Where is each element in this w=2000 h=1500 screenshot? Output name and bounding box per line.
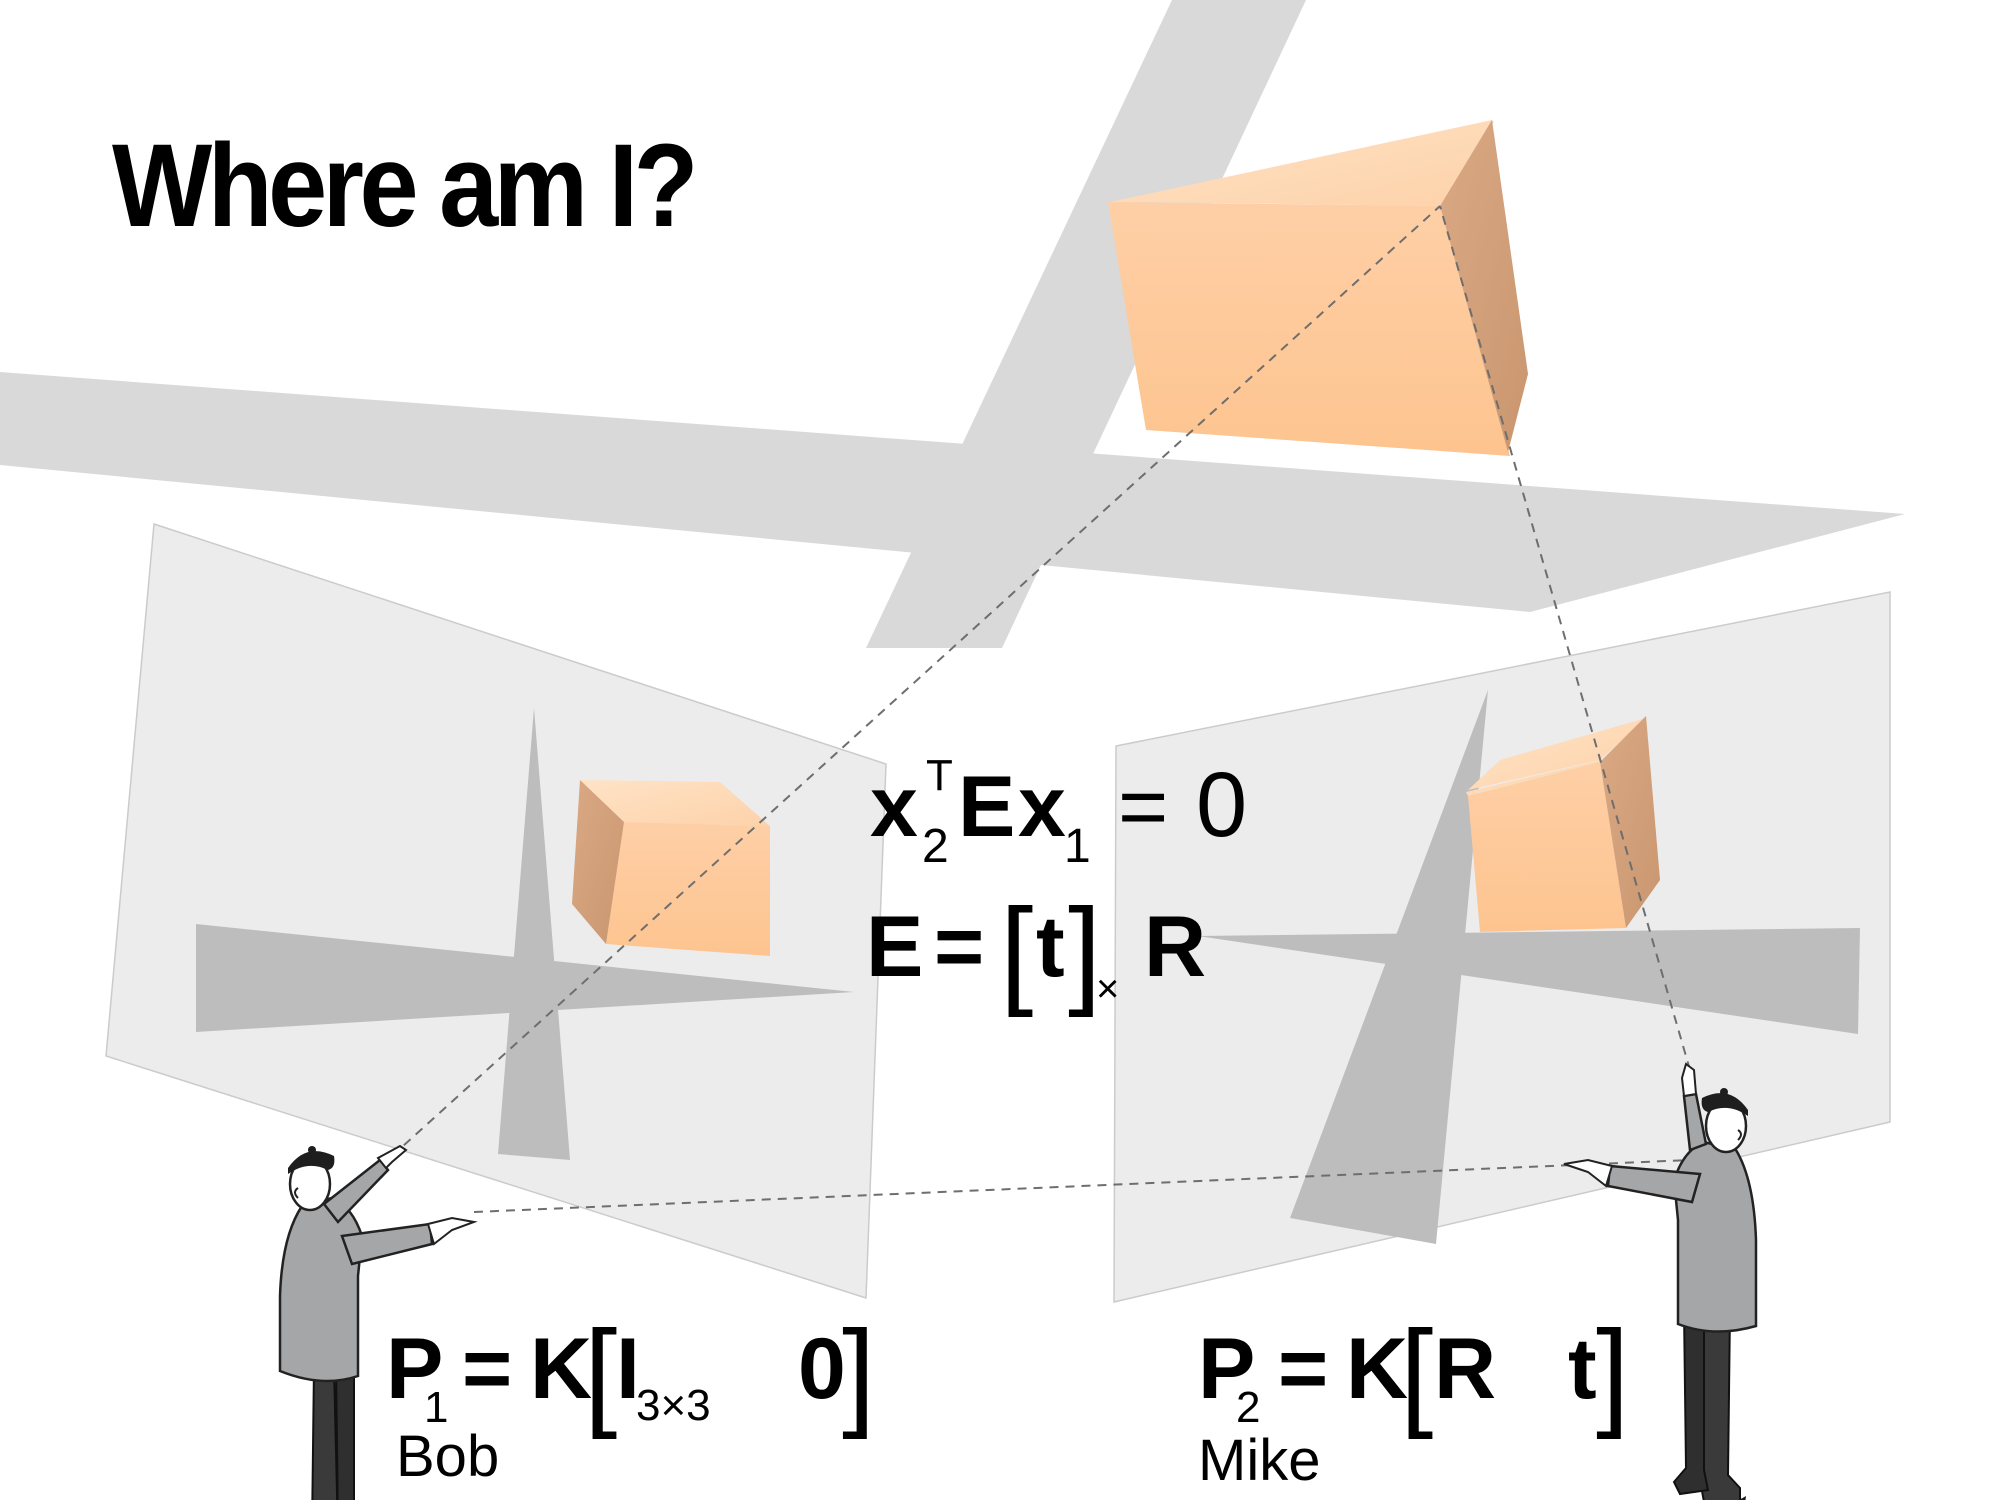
svg-text:P: P (386, 1321, 443, 1417)
svg-text:R: R (1144, 899, 1206, 995)
svg-text:]: ] (1068, 884, 1101, 1018)
road-diagonal-fill (866, 0, 1306, 648)
box-image-bob (572, 780, 770, 956)
box-image-mike (1466, 716, 1660, 932)
svg-text:=: = (1118, 759, 1168, 855)
svg-text:]: ] (1596, 1306, 1629, 1440)
svg-text:=: = (934, 899, 984, 995)
box-3d-main (1108, 120, 1528, 456)
person-mike (1563, 1062, 1758, 1500)
svg-text:t: t (1568, 1321, 1597, 1417)
svg-text:1: 1 (1064, 820, 1091, 873)
label-bob: Bob (396, 1424, 499, 1489)
svg-text:[: [ (1000, 884, 1033, 1018)
svg-text:3×3: 3×3 (636, 1381, 711, 1430)
svg-text:×: × (1096, 967, 1119, 1011)
ray-bob-to-box (391, 205, 1441, 1157)
equation-p1: P 1 = K [ I 3×3 0 ] (386, 1306, 875, 1440)
svg-text:E: E (866, 899, 923, 995)
slide-title: Where am I? (112, 120, 698, 252)
svg-text:=: = (462, 1321, 512, 1417)
svg-text:T: T (926, 751, 953, 800)
svg-text:=: = (1278, 1321, 1328, 1417)
ray-mike-to-box (1439, 205, 1691, 1071)
shadow-bob-vertical (498, 708, 570, 1160)
label-mike: Mike (1198, 1428, 1320, 1493)
svg-text:R: R (1434, 1321, 1496, 1417)
svg-text:P: P (1198, 1321, 1255, 1417)
svg-text:0: 0 (798, 1321, 846, 1417)
equation-epipolar: x 2 T E x 1 = 0 (870, 751, 1247, 873)
shadow-mike-horizontal (1198, 928, 1860, 1034)
svg-text:1: 1 (424, 1383, 448, 1432)
svg-text:t: t (1036, 899, 1065, 995)
svg-text:[: [ (584, 1306, 617, 1440)
equation-p2: P 2 = K [ R t ] (1198, 1306, 1629, 1440)
projection-rays (391, 205, 1691, 1213)
svg-text:I: I (616, 1321, 640, 1417)
image-plane-bob (105, 522, 887, 1300)
svg-text:K: K (530, 1321, 592, 1417)
svg-text:K: K (1346, 1321, 1408, 1417)
svg-text:E: E (958, 759, 1015, 855)
svg-text:[: [ (1400, 1306, 1433, 1440)
svg-text:x: x (870, 759, 918, 855)
shadow-mike-vertical (1290, 690, 1488, 1244)
svg-text:x: x (1018, 759, 1066, 855)
svg-text:2: 2 (1236, 1383, 1260, 1432)
baseline-ray (473, 1159, 1691, 1213)
equation-essential: E = [ t ] × R (866, 884, 1206, 1018)
svg-text:]: ] (842, 1306, 875, 1440)
svg-text:2: 2 (922, 820, 949, 873)
svg-text:0: 0 (1196, 754, 1247, 856)
